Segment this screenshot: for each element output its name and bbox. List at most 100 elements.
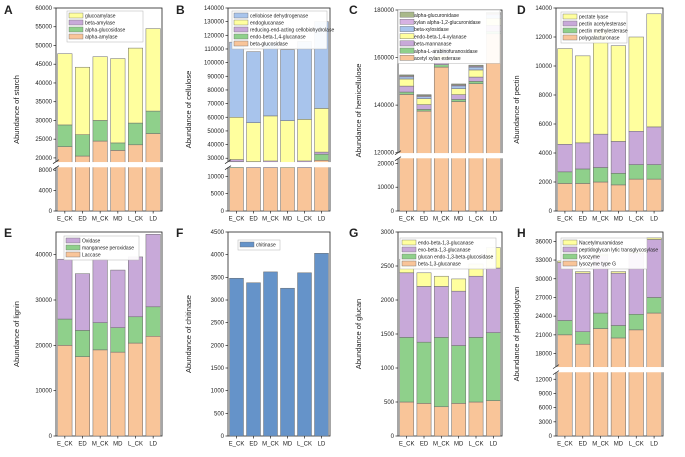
legend-label: alpha-amylase xyxy=(85,35,118,41)
bar-segment xyxy=(593,167,609,183)
legend-swatch xyxy=(401,253,417,260)
panel-letter: D xyxy=(517,3,526,17)
bar-segment xyxy=(263,41,278,117)
y-axis-label: Abundance of lignin xyxy=(12,301,21,367)
bar-segment xyxy=(593,133,609,168)
bar-segment xyxy=(451,85,467,89)
legend-label: exo-beta-1,3-glucanase xyxy=(418,248,471,254)
y-tick-label: 30000 xyxy=(35,298,52,304)
bar-segment xyxy=(246,122,261,162)
x-tick-label: LD xyxy=(318,442,326,448)
bar-segment xyxy=(575,183,591,212)
y-tick-label: 90000 xyxy=(207,74,224,80)
legend-swatch xyxy=(233,40,249,47)
legend-label: polygalacturonase xyxy=(579,36,620,42)
legend-label: Oxidase xyxy=(82,239,101,245)
y-tick-label: 45000 xyxy=(35,62,52,68)
bar-segment xyxy=(297,272,312,437)
legend-label: pectin acetylesterase xyxy=(579,22,626,28)
bar-segment xyxy=(399,272,415,338)
bar-segment xyxy=(575,331,591,345)
legend-label: beta-mannanase xyxy=(414,42,452,48)
bar-segment xyxy=(110,150,126,212)
legend-label: glucoamylase xyxy=(85,14,116,20)
x-tick-label: ED xyxy=(579,442,588,448)
y-tick-label: 20000 xyxy=(35,156,52,162)
y-tick-label: 0 xyxy=(549,434,553,440)
bar-segment xyxy=(314,253,329,437)
bar-segment xyxy=(468,69,484,78)
axis-break-mark xyxy=(52,159,60,164)
y-axis-label: Abundance of pectin xyxy=(512,75,521,143)
bar-segment xyxy=(92,120,108,142)
legend-label: xylan alpha-1,2-glucuronidase xyxy=(414,20,481,26)
legend-label: cellobiose dehydrogenase xyxy=(250,14,308,20)
legend-swatch xyxy=(68,26,84,33)
y-tick-label: 120000 xyxy=(204,33,225,39)
legend-box xyxy=(397,9,501,64)
bar-segment xyxy=(128,122,143,146)
bar-segment xyxy=(128,316,143,344)
bar-segment xyxy=(314,153,329,161)
y-tick-label: 10000 xyxy=(377,185,394,191)
bar-segment xyxy=(297,167,312,212)
bar-segment xyxy=(92,322,108,351)
plot-frame xyxy=(555,231,664,437)
y-tick-label: 33000 xyxy=(535,258,552,264)
legend-label: endo-beta-1,3-glucanase xyxy=(418,241,474,247)
bar-segment xyxy=(57,258,73,320)
y-tick-label: 6000 xyxy=(539,406,553,412)
y-tick-label: 20000 xyxy=(35,343,52,349)
bar-segment xyxy=(92,56,108,121)
y-tick-label: 3000 xyxy=(211,298,225,304)
y-tick-label: 25000 xyxy=(35,137,52,143)
legend-label: glucan endo-1,3-beta-glucosidase xyxy=(418,255,494,261)
y-tick-label: 1500 xyxy=(381,332,395,338)
bar-segment xyxy=(297,41,312,120)
panel-b: B 0 5000 10000 30000 40000 50000 60000 70000 8000… xyxy=(176,3,334,223)
x-tick-label: ED xyxy=(78,442,87,448)
bar-segment xyxy=(433,286,449,338)
x-tick-label: E_CK xyxy=(229,442,245,448)
bar-segment xyxy=(229,117,244,160)
bar-segment xyxy=(57,53,73,126)
bar-segment xyxy=(575,272,591,332)
bar-segment xyxy=(468,401,484,437)
bar-segment xyxy=(451,278,467,292)
legend-swatch xyxy=(401,246,417,253)
plot-frame xyxy=(555,7,664,212)
legend-label: endoglucanase xyxy=(250,21,284,27)
y-tick-label: 0 xyxy=(391,434,395,440)
x-tick-label: M_CK xyxy=(92,217,109,223)
legend-swatch xyxy=(233,33,249,40)
bar-segment xyxy=(297,119,312,162)
bar-segment xyxy=(57,345,73,437)
y-tick-label: 140000 xyxy=(374,103,395,109)
y-tick-label: 27000 xyxy=(535,295,552,301)
legend-swatch xyxy=(562,13,578,20)
y-axis-label: Abundance of chitinase xyxy=(184,295,193,373)
bar-segment xyxy=(610,141,626,174)
legend-label: reducing-end-acting cellobiohydrolase xyxy=(250,28,334,34)
bar-segment xyxy=(557,48,573,145)
bar-segment xyxy=(610,184,626,212)
legend-label: alpha-glucuronidase xyxy=(414,13,459,19)
bar-segment xyxy=(399,401,415,437)
bar-segment xyxy=(451,403,467,437)
y-tick-label: 36000 xyxy=(535,239,552,245)
bar-segment xyxy=(485,332,501,401)
x-tick-label: ED xyxy=(420,217,429,223)
bar-segment xyxy=(485,267,501,333)
bar-segment xyxy=(433,275,449,287)
y-tick-label: 0 xyxy=(391,209,395,215)
bar-segment xyxy=(610,271,626,274)
x-tick-label: MD xyxy=(614,442,624,448)
bar-segment xyxy=(610,45,626,142)
y-tick-label: 12000 xyxy=(535,377,552,383)
y-tick-label: 140000 xyxy=(204,6,225,12)
bar-segment xyxy=(575,168,591,184)
x-tick-label: M_CK xyxy=(433,442,450,448)
bar-segment xyxy=(646,126,662,165)
axis-break-band xyxy=(395,153,505,159)
